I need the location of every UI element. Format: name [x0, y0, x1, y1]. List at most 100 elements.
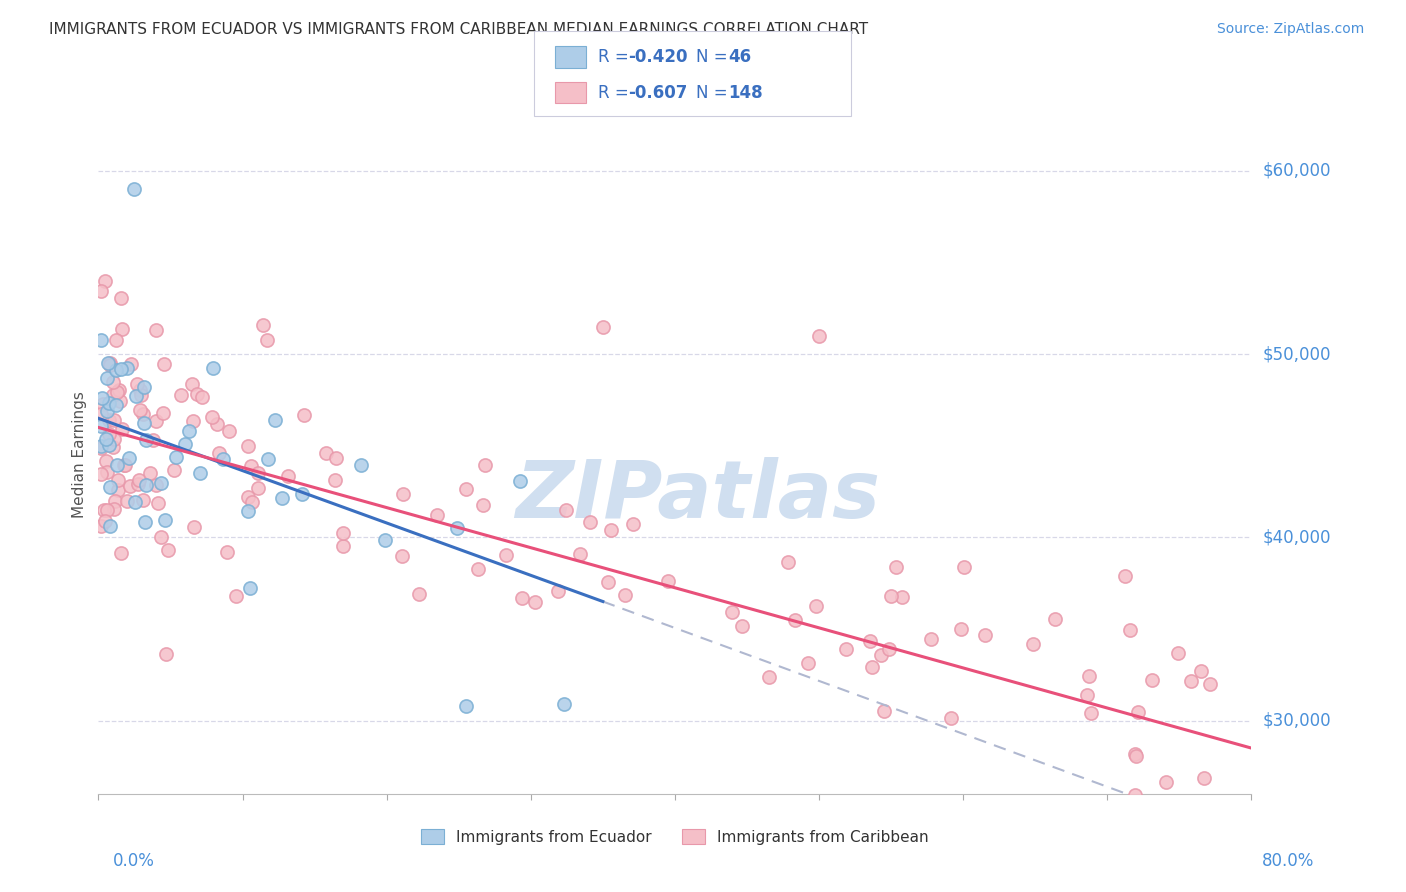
Point: [100, 519, 122, 533]
Point: [1180, 673, 1202, 688]
Point: [186, 386, 208, 401]
Point: [1077, 669, 1099, 683]
Point: [183, 414, 205, 428]
Point: [103, 413, 125, 427]
Point: [467, 562, 489, 576]
Point: [90, 439, 112, 453]
Point: [456, 698, 478, 713]
Point: [90, 419, 112, 434]
Text: R =: R =: [598, 48, 634, 66]
Point: [218, 424, 240, 438]
Point: [188, 466, 211, 480]
Point: [257, 451, 280, 466]
Point: [1043, 612, 1066, 626]
Point: [170, 388, 193, 402]
Point: [332, 526, 354, 541]
Point: [870, 648, 893, 662]
Point: [162, 463, 184, 477]
Point: [153, 513, 176, 527]
Point: [796, 656, 818, 670]
Point: [105, 384, 128, 399]
Point: [623, 517, 645, 532]
Point: [495, 548, 517, 562]
Point: [1123, 747, 1146, 761]
Point: [454, 482, 477, 496]
Point: [96, 466, 118, 480]
Point: [145, 478, 167, 492]
Point: [1154, 774, 1177, 789]
Point: [332, 539, 354, 553]
Point: [614, 588, 637, 602]
Point: [568, 547, 591, 561]
Point: [96, 371, 118, 385]
Point: [96, 404, 118, 418]
Point: [891, 590, 914, 604]
Point: [149, 530, 172, 544]
Point: [778, 555, 800, 569]
Point: [132, 380, 155, 394]
Text: 80.0%: 80.0%: [1263, 852, 1315, 870]
Point: [392, 487, 415, 501]
Text: -0.420: -0.420: [628, 48, 688, 66]
Point: [177, 424, 200, 438]
Point: [547, 584, 569, 599]
Point: [238, 503, 260, 517]
Point: [806, 599, 828, 614]
Point: [1189, 665, 1212, 679]
Point: [246, 481, 269, 495]
Point: [1080, 706, 1102, 720]
Legend: Immigrants from Ecuador, Immigrants from Caribbean: Immigrants from Ecuador, Immigrants from…: [415, 822, 935, 851]
Point: [110, 291, 132, 305]
Point: [149, 476, 172, 491]
Point: [90, 392, 112, 406]
Point: [135, 433, 157, 447]
Point: [256, 333, 278, 347]
Point: [191, 391, 214, 405]
Point: [114, 458, 136, 473]
Point: [783, 614, 806, 628]
Point: [115, 361, 138, 376]
Point: [124, 182, 146, 196]
Point: [939, 711, 962, 725]
Point: [374, 533, 396, 547]
Point: [114, 458, 136, 472]
Point: [111, 322, 134, 336]
Point: [599, 523, 621, 537]
Point: [111, 422, 134, 436]
Point: [128, 474, 150, 488]
Point: [101, 440, 124, 454]
Point: [1118, 624, 1140, 638]
Point: [103, 501, 125, 516]
Point: [215, 544, 238, 558]
Point: [208, 446, 231, 460]
Point: [129, 388, 152, 402]
Text: Source: ZipAtlas.com: Source: ZipAtlas.com: [1216, 22, 1364, 37]
Point: [239, 582, 262, 596]
Point: [110, 362, 132, 376]
Point: [108, 383, 131, 397]
Point: [240, 459, 263, 474]
Point: [98, 358, 121, 372]
Point: [115, 494, 138, 508]
Point: [174, 437, 197, 451]
Point: [1123, 788, 1146, 802]
Point: [325, 451, 347, 466]
Point: [104, 363, 127, 377]
Point: [246, 466, 269, 480]
Point: [90, 284, 112, 298]
Text: IMMIGRANTS FROM ECUADOR VS IMMIGRANTS FROM CARIBBEAN MEDIAN EARNINGS CORRELATION: IMMIGRANTS FROM ECUADOR VS IMMIGRANTS FR…: [49, 22, 869, 37]
Text: 0.0%: 0.0%: [112, 852, 155, 870]
Point: [98, 480, 121, 494]
Point: [205, 417, 228, 432]
Text: 46: 46: [728, 48, 751, 66]
Point: [135, 478, 157, 492]
Point: [808, 328, 831, 343]
Point: [181, 377, 204, 392]
Point: [146, 496, 169, 510]
Point: [97, 396, 120, 410]
Point: [1076, 688, 1098, 702]
Point: [90, 442, 112, 456]
Point: [315, 446, 337, 460]
Point: [953, 559, 976, 574]
Point: [103, 432, 125, 446]
